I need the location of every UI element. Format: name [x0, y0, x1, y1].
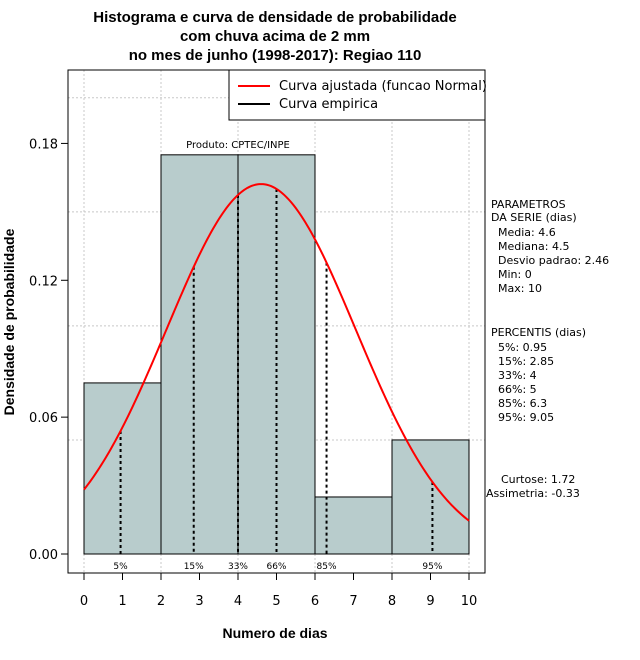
histogram-bar	[83, 382, 162, 555]
legend-label-empirical: Curva empirica	[279, 97, 378, 112]
percentil-15: 15%: 2.85	[498, 355, 554, 368]
percentil-5: 5%: 0.95	[498, 341, 547, 354]
histogram-bar	[160, 154, 239, 555]
stats-panel: PARAMETROS DA SERIE (dias) Media: 4.6 Me…	[486, 198, 609, 500]
fitted-normal-curve	[83, 183, 470, 522]
y-axis-title: Densidade de probabilidade	[1, 228, 17, 415]
product-label: Produto: CPTEC/INPE	[186, 140, 290, 151]
y-axis: 0.00 0.06 0.12 0.18	[29, 137, 69, 563]
x-tick-label: 2	[157, 594, 165, 609]
title-line-3: no mes de junho (1998-2017): Regiao 110	[129, 47, 422, 64]
percentile-label: 5%	[113, 562, 128, 572]
x-tick-label: 6	[311, 594, 319, 609]
histogram-bar	[391, 439, 470, 555]
x-tick-label: 5	[272, 594, 280, 609]
legend-box	[228, 69, 486, 121]
x-axis-title: Numero de dias	[222, 625, 327, 641]
percentile-labels: 5% 15% 33% 66% 85% 95%	[113, 562, 442, 572]
assimetria: Assimetria: -0.33	[486, 487, 580, 500]
x-tick-label: 4	[234, 594, 242, 609]
title-line-1: Histograma e curva de densidade de proba…	[93, 9, 456, 26]
percentile-lines	[119, 188, 434, 554]
legend-label-fitted: Curva ajustada (funcao Normal)	[279, 79, 487, 94]
percentile-label: 85%	[317, 562, 337, 572]
x-tick-label: 1	[118, 594, 126, 609]
histogram-bar	[314, 496, 393, 555]
percentil-85: 85%: 6.3	[498, 397, 547, 410]
x-tick-label: 9	[426, 594, 434, 609]
params-title-1: PARAMETROS	[491, 198, 566, 211]
chart-title: Histograma e curva de densidade de proba…	[93, 9, 456, 64]
x-tick-label: 8	[388, 594, 396, 609]
percentil-95: 95%: 9.05	[498, 411, 554, 424]
x-axis: 0 1 2 3 4 5 6 7 8 9 10	[80, 572, 478, 609]
y-tick-label: 0.06	[29, 411, 58, 426]
x-tick-label: 10	[461, 594, 478, 609]
param-max: Max: 10	[498, 282, 542, 295]
percentile-label: 95%	[422, 562, 442, 572]
x-tick-label: 0	[80, 594, 88, 609]
legend: Curva ajustada (funcao Normal) Curva emp…	[228, 69, 487, 121]
percentile-label: 15%	[184, 562, 204, 572]
percentile-label: 33%	[228, 562, 248, 572]
y-tick-label: 0.00	[29, 548, 58, 563]
title-line-2: com chuva acima de 2 mm	[180, 28, 370, 45]
percentil-66: 66%: 5	[498, 383, 537, 396]
param-media: Media: 4.6	[498, 226, 556, 239]
y-tick-label: 0.12	[29, 274, 58, 289]
param-min: Min: 0	[498, 268, 532, 281]
x-tick-label: 3	[195, 594, 203, 609]
curtose: Curtose: 1.72	[501, 473, 575, 486]
percentis-title: PERCENTIS (dias)	[491, 326, 586, 339]
y-tick-label: 0.18	[29, 137, 58, 152]
x-tick-label: 7	[349, 594, 357, 609]
param-mediana: Mediana: 4.5	[498, 240, 569, 253]
percentile-label: 66%	[266, 562, 286, 572]
percentil-33: 33%: 4	[498, 369, 537, 382]
param-desvio: Desvio padrao: 2.46	[498, 254, 609, 267]
params-title-2: DA SERIE (dias)	[491, 211, 577, 224]
